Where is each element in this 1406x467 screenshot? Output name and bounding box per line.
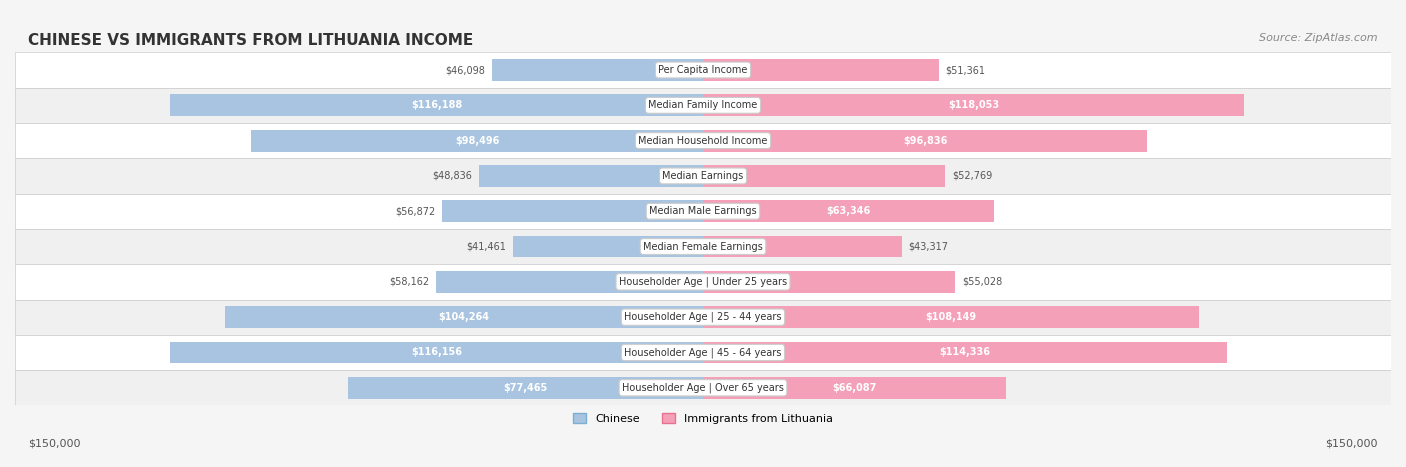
- Text: $150,000: $150,000: [1326, 439, 1378, 448]
- FancyBboxPatch shape: [15, 123, 1391, 158]
- Text: $52,769: $52,769: [952, 171, 993, 181]
- Text: CHINESE VS IMMIGRANTS FROM LITHUANIA INCOME: CHINESE VS IMMIGRANTS FROM LITHUANIA INC…: [28, 33, 474, 48]
- Text: Median Female Earnings: Median Female Earnings: [643, 241, 763, 252]
- FancyBboxPatch shape: [15, 299, 1391, 335]
- FancyBboxPatch shape: [15, 370, 1391, 405]
- Text: $98,496: $98,496: [456, 135, 499, 146]
- Text: $48,836: $48,836: [432, 171, 472, 181]
- Text: $108,149: $108,149: [925, 312, 977, 322]
- Legend: Chinese, Immigrants from Lithuania: Chinese, Immigrants from Lithuania: [568, 409, 838, 428]
- FancyBboxPatch shape: [703, 377, 1007, 399]
- FancyBboxPatch shape: [703, 165, 945, 187]
- FancyBboxPatch shape: [15, 52, 1391, 88]
- FancyBboxPatch shape: [703, 271, 956, 293]
- FancyBboxPatch shape: [347, 377, 703, 399]
- FancyBboxPatch shape: [170, 94, 703, 116]
- Text: Median Earnings: Median Earnings: [662, 171, 744, 181]
- Text: $55,028: $55,028: [962, 277, 1002, 287]
- FancyBboxPatch shape: [703, 59, 939, 81]
- Text: $66,087: $66,087: [832, 383, 877, 393]
- Text: Per Capita Income: Per Capita Income: [658, 65, 748, 75]
- FancyBboxPatch shape: [492, 59, 703, 81]
- Text: $51,361: $51,361: [945, 65, 986, 75]
- Text: $58,162: $58,162: [389, 277, 429, 287]
- FancyBboxPatch shape: [15, 88, 1391, 123]
- FancyBboxPatch shape: [15, 335, 1391, 370]
- FancyBboxPatch shape: [703, 341, 1227, 363]
- FancyBboxPatch shape: [15, 264, 1391, 299]
- FancyBboxPatch shape: [225, 306, 703, 328]
- Text: Median Household Income: Median Household Income: [638, 135, 768, 146]
- Text: Householder Age | Over 65 years: Householder Age | Over 65 years: [621, 382, 785, 393]
- Text: $63,346: $63,346: [827, 206, 870, 216]
- FancyBboxPatch shape: [441, 200, 703, 222]
- FancyBboxPatch shape: [436, 271, 703, 293]
- Text: $104,264: $104,264: [439, 312, 489, 322]
- Text: $56,872: $56,872: [395, 206, 436, 216]
- FancyBboxPatch shape: [513, 236, 703, 257]
- Text: $41,461: $41,461: [465, 241, 506, 252]
- Text: Householder Age | 25 - 44 years: Householder Age | 25 - 44 years: [624, 312, 782, 322]
- Text: $116,156: $116,156: [411, 347, 463, 357]
- Text: Median Male Earnings: Median Male Earnings: [650, 206, 756, 216]
- Text: $43,317: $43,317: [908, 241, 949, 252]
- FancyBboxPatch shape: [252, 130, 703, 152]
- FancyBboxPatch shape: [703, 306, 1199, 328]
- Text: $150,000: $150,000: [28, 439, 80, 448]
- Text: Median Family Income: Median Family Income: [648, 100, 758, 110]
- Text: Householder Age | 45 - 64 years: Householder Age | 45 - 64 years: [624, 347, 782, 358]
- FancyBboxPatch shape: [170, 341, 703, 363]
- Text: $116,188: $116,188: [411, 100, 463, 110]
- Text: $114,336: $114,336: [939, 347, 991, 357]
- FancyBboxPatch shape: [15, 194, 1391, 229]
- FancyBboxPatch shape: [703, 130, 1147, 152]
- FancyBboxPatch shape: [703, 94, 1244, 116]
- FancyBboxPatch shape: [703, 236, 901, 257]
- Text: $96,836: $96,836: [903, 135, 948, 146]
- FancyBboxPatch shape: [479, 165, 703, 187]
- Text: Householder Age | Under 25 years: Householder Age | Under 25 years: [619, 276, 787, 287]
- FancyBboxPatch shape: [15, 229, 1391, 264]
- Text: Source: ZipAtlas.com: Source: ZipAtlas.com: [1260, 33, 1378, 42]
- Text: $46,098: $46,098: [444, 65, 485, 75]
- Text: $77,465: $77,465: [503, 383, 547, 393]
- FancyBboxPatch shape: [15, 158, 1391, 194]
- Text: $118,053: $118,053: [948, 100, 1000, 110]
- FancyBboxPatch shape: [703, 200, 994, 222]
